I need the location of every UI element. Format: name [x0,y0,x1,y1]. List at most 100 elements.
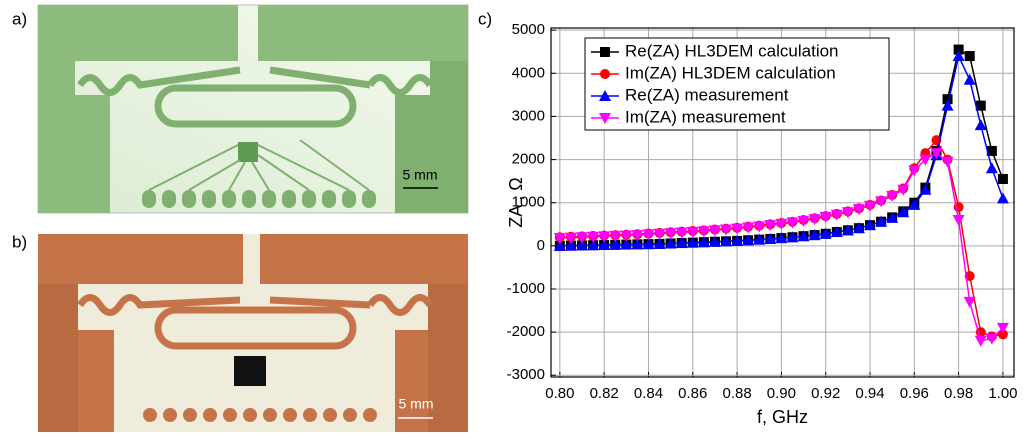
data-point [819,227,832,239]
data-point [897,206,910,218]
data-point [576,232,589,244]
data-point [786,217,799,229]
data-point [908,165,921,177]
data-point [875,196,888,208]
data-point [675,237,688,249]
data-point [952,214,965,226]
data-point [675,227,688,239]
data-point [963,73,976,85]
data-point [664,228,677,240]
data-point [830,226,843,238]
legend-label: Im(ZA) measurement [625,107,786,126]
data-point [708,235,721,247]
x-axis-title: f, GHz [757,407,808,427]
data-point [587,231,600,243]
scale-label: 5 mm [403,167,438,183]
data-point [852,204,865,216]
data-point [631,238,644,250]
data-point [775,232,788,244]
x-tick-label: 0.94 [855,385,884,402]
data-point [598,231,611,243]
data-point [875,215,888,227]
data-point [731,234,744,246]
legend-label: Re(ZA) HL3DEM calculation [625,41,839,60]
data-point [775,218,788,230]
data-point [975,100,986,111]
data-point [786,231,799,243]
data-point [919,154,932,166]
data-point [564,239,577,251]
data-point [620,230,633,242]
data-point [609,238,622,250]
legend-marker [599,113,611,124]
data-point [941,99,954,111]
data-point [919,183,932,195]
x-tick-label: 0.90 [767,385,796,402]
data-point [553,239,566,251]
panel-label: a) [12,9,27,28]
data-point [686,236,699,248]
data-point [997,173,1008,184]
data-point [996,192,1009,204]
x-tick-label: 0.92 [811,385,840,402]
data-point [797,230,810,242]
data-point [598,238,611,250]
y-tick-label: 3000 [512,107,545,124]
data-point [941,156,954,168]
data-point [564,232,577,244]
data-point [841,224,854,236]
data-point [985,162,998,174]
y-tick-label: 4000 [512,64,545,81]
data-point [631,230,644,242]
data-point [553,233,566,245]
y-tick-label: 2000 [512,151,545,168]
data-point [697,226,710,238]
data-point [764,220,777,232]
data-point [664,237,677,249]
panel-label: c) [478,9,492,28]
plot-frame [550,27,1015,378]
data-point [720,235,733,247]
data-point [841,207,854,219]
data-point [974,119,987,131]
data-point [964,51,975,62]
scale-label: 5 mm [399,396,434,412]
data-point [642,238,655,250]
data-point [720,224,733,236]
panel-label: b) [12,232,27,251]
data-point [942,94,953,105]
legend-box [584,37,890,131]
x-tick-label: 0.84 [634,385,663,402]
data-point [620,238,633,250]
data-point [908,198,921,210]
data-point [952,50,965,62]
data-point [742,234,755,246]
x-tick-label: 0.86 [678,385,707,402]
x-tick-label: 1.00 [988,385,1017,402]
data-point [886,211,899,223]
data-point [897,184,910,196]
legend-marker [600,47,610,57]
data-point [808,229,821,241]
data-point [963,296,976,308]
x-tick-label: 0.98 [944,385,973,402]
data-point [797,215,810,227]
data-point [986,145,997,156]
y-tick-label: -3000 [507,366,545,383]
data-point [753,233,766,245]
x-tick-label: 0.96 [900,385,929,402]
data-point [996,322,1009,334]
data-point [830,209,843,221]
data-point [864,200,877,212]
data-point [864,219,877,231]
data-point [708,225,721,237]
data-point [764,232,777,244]
data-point [731,223,744,235]
legend-marker [600,69,610,79]
legend-label: Im(ZA) HL3DEM calculation [625,63,836,82]
x-tick-label: 0.80 [545,385,574,402]
y-tick-label: 0 [537,237,545,254]
data-point [808,214,821,226]
data-point [753,221,766,233]
